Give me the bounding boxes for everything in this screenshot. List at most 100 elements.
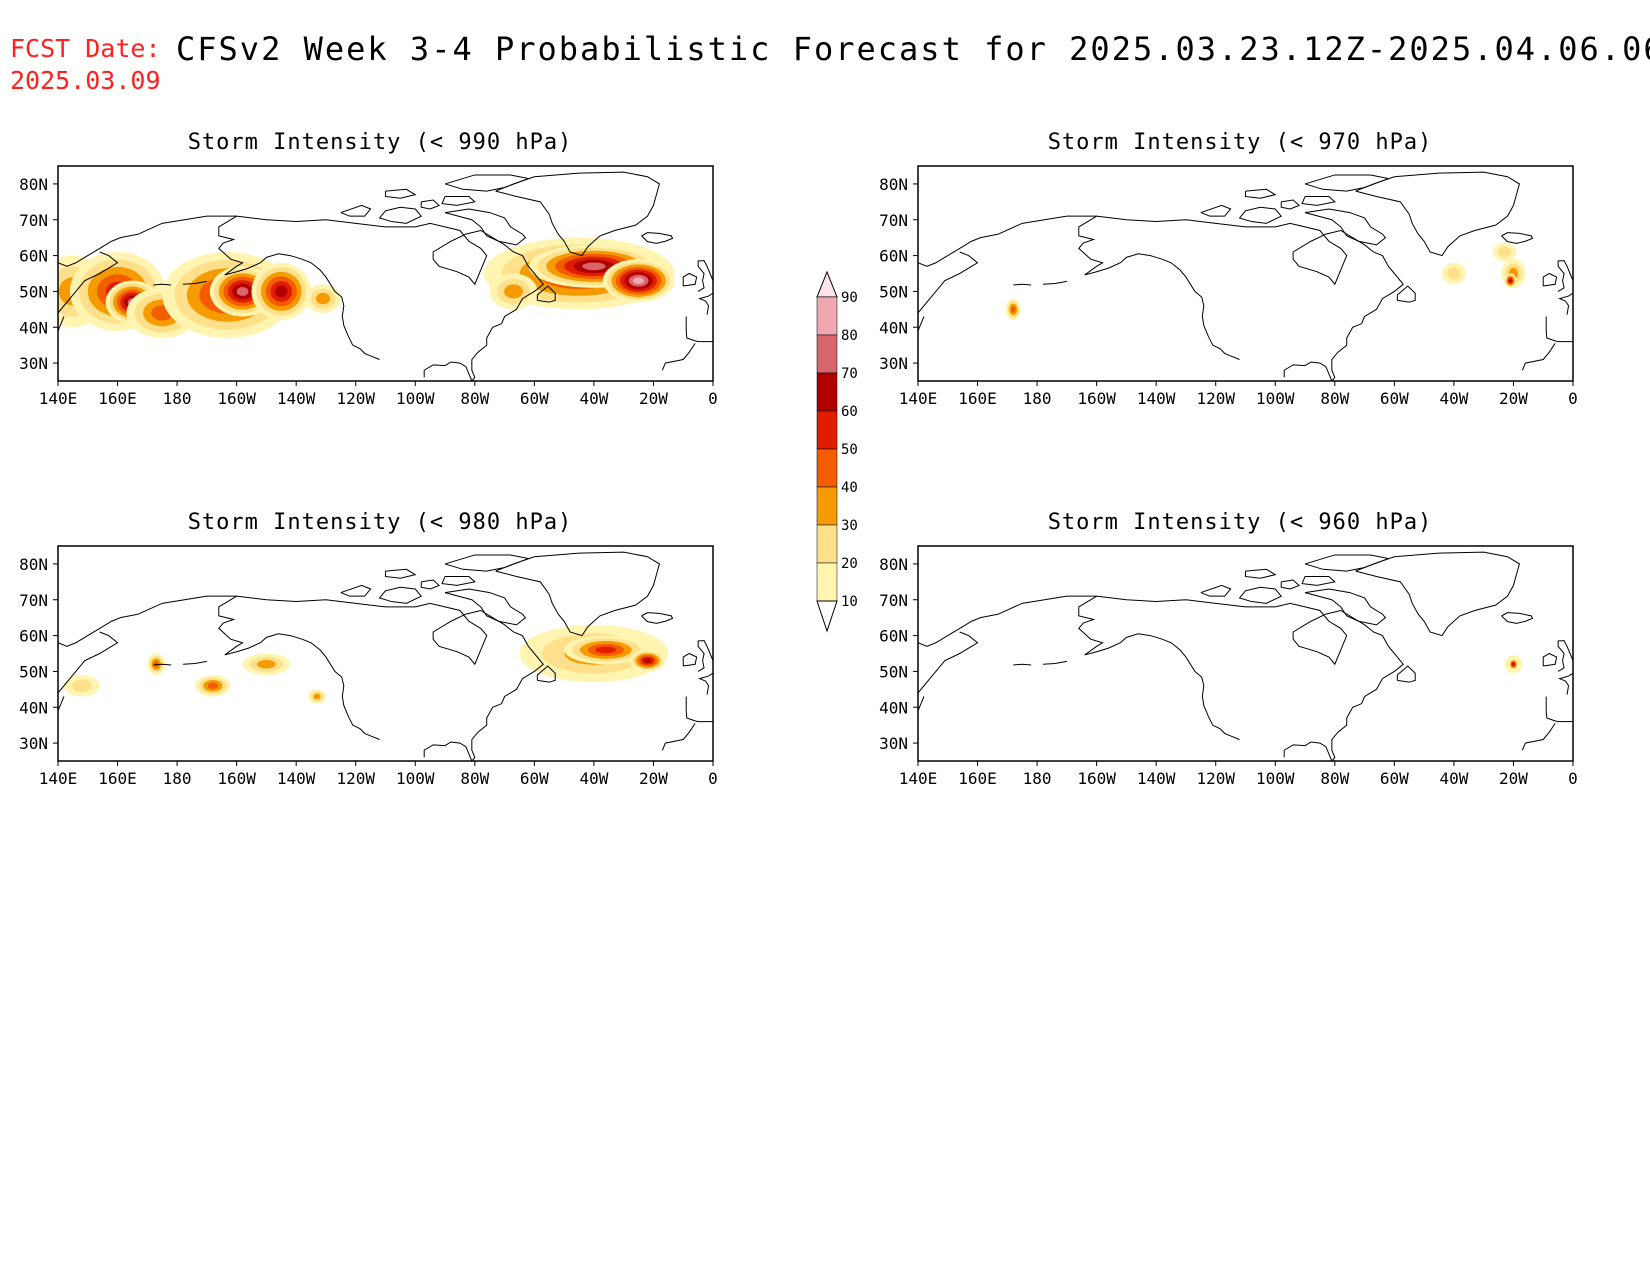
coastline <box>1542 652 1558 667</box>
panel-title: Storm Intensity (< 980 hPa) <box>187 510 573 535</box>
coastline <box>918 316 925 332</box>
lat-label: 60N <box>19 247 48 266</box>
lat-label: 70N <box>879 591 908 610</box>
probability-shading <box>58 237 675 338</box>
coastline <box>536 665 556 683</box>
coastline <box>998 595 1405 761</box>
coastline <box>1557 640 1573 672</box>
coastline <box>1304 554 1391 572</box>
coastline <box>1304 174 1391 192</box>
map-frame <box>917 165 1574 382</box>
coastline <box>1304 588 1387 626</box>
coastlines <box>58 551 713 761</box>
forecast-date-label: FCST Date: <box>10 34 161 63</box>
lat-label: 30N <box>879 354 908 373</box>
coastlines <box>58 171 713 381</box>
lon-label: 0 <box>1568 389 1578 408</box>
coastline <box>420 579 441 590</box>
coastline <box>1200 584 1232 597</box>
coastline <box>698 292 713 315</box>
lon-label: 140W <box>1137 769 1176 788</box>
lon-label: 60W <box>520 769 549 788</box>
lon-label: 160W <box>217 769 256 788</box>
colorbar-top-arrow <box>816 270 838 298</box>
probability-contour <box>1011 306 1016 313</box>
coastline <box>1238 206 1283 224</box>
coastline <box>1013 663 1032 666</box>
lon-label: 140W <box>277 389 316 408</box>
coastline <box>495 551 660 637</box>
coastline <box>998 215 1405 381</box>
coastline <box>58 251 119 314</box>
probability-contour <box>207 682 219 689</box>
coastline <box>183 660 207 665</box>
coastlines <box>918 171 1573 381</box>
map-frame <box>57 165 714 382</box>
coastline <box>685 316 713 343</box>
coastline <box>1542 272 1558 287</box>
lon-label: 120W <box>1196 769 1235 788</box>
colorbar-segment <box>816 334 838 374</box>
coastline <box>58 696 65 712</box>
lat-label: 80N <box>19 175 48 194</box>
lon-label: 20W <box>1499 389 1528 408</box>
lon-label: 20W <box>1499 769 1528 788</box>
lon-label: 40W <box>579 389 608 408</box>
colorbar-label: 40 <box>841 480 858 496</box>
coastline <box>138 595 545 761</box>
probability-contour <box>632 277 645 285</box>
colorbar-label: 30 <box>841 518 858 534</box>
colorbar-label: 90 <box>841 290 858 306</box>
colorbar-segment <box>816 448 838 488</box>
lon-label: 40W <box>579 769 608 788</box>
probability-contour <box>313 693 321 700</box>
lon-label: 160W <box>1077 769 1116 788</box>
coastline <box>918 696 925 712</box>
colorbar-label: 60 <box>841 404 858 420</box>
colorbar-legend: 90 80 70 60 50 40 30 20 10 <box>805 270 865 680</box>
colorbar-label: 80 <box>841 328 858 344</box>
lat-label: 40N <box>19 698 48 717</box>
lon-label: 100W <box>1256 769 1295 788</box>
lat-label: 80N <box>19 555 48 574</box>
probability-contour <box>275 285 288 298</box>
coastline <box>697 260 713 292</box>
probability-contour <box>236 286 249 296</box>
lon-label: 100W <box>1256 389 1295 408</box>
coastline <box>1280 199 1301 210</box>
probability-contour <box>504 284 523 299</box>
lon-label: 140E <box>899 769 938 788</box>
coastline <box>1245 188 1277 199</box>
lon-label: 160W <box>217 389 256 408</box>
coastline <box>58 631 119 694</box>
lon-label: 0 <box>708 389 718 408</box>
lon-label: 60W <box>1380 769 1409 788</box>
coastline <box>1545 316 1573 343</box>
lat-label: 70N <box>19 591 48 610</box>
panel-960hpa: Storm Intensity (< 960 hPa) 80N 70N 60N 50N… <box>860 510 1650 850</box>
coastline <box>1283 361 1333 381</box>
colorbar-bottom-arrow <box>816 600 838 633</box>
coastline <box>378 206 423 224</box>
lon-label: 20W <box>639 389 668 408</box>
lat-label: 80N <box>879 175 908 194</box>
coastline <box>918 251 979 314</box>
lon-label: 40W <box>1439 769 1468 788</box>
lon-label: 140W <box>277 769 316 788</box>
coastline <box>385 188 417 199</box>
lon-label: 180 <box>1023 769 1052 788</box>
colorbar-segment <box>816 410 838 450</box>
lon-label: 60W <box>520 389 549 408</box>
coastline <box>682 272 698 287</box>
panel-title: Storm Intensity (< 960 hPa) <box>1047 510 1433 535</box>
coastline <box>1355 551 1520 637</box>
lat-label: 50N <box>879 662 908 681</box>
colorbar-segment <box>816 372 838 412</box>
lon-label: 160E <box>958 769 997 788</box>
coastline <box>441 195 476 206</box>
coastline <box>1396 285 1416 303</box>
lat-label: 80N <box>879 555 908 574</box>
lon-label: 140E <box>39 389 78 408</box>
colorbar-label: 50 <box>841 442 858 458</box>
probability-contour <box>1447 267 1461 280</box>
